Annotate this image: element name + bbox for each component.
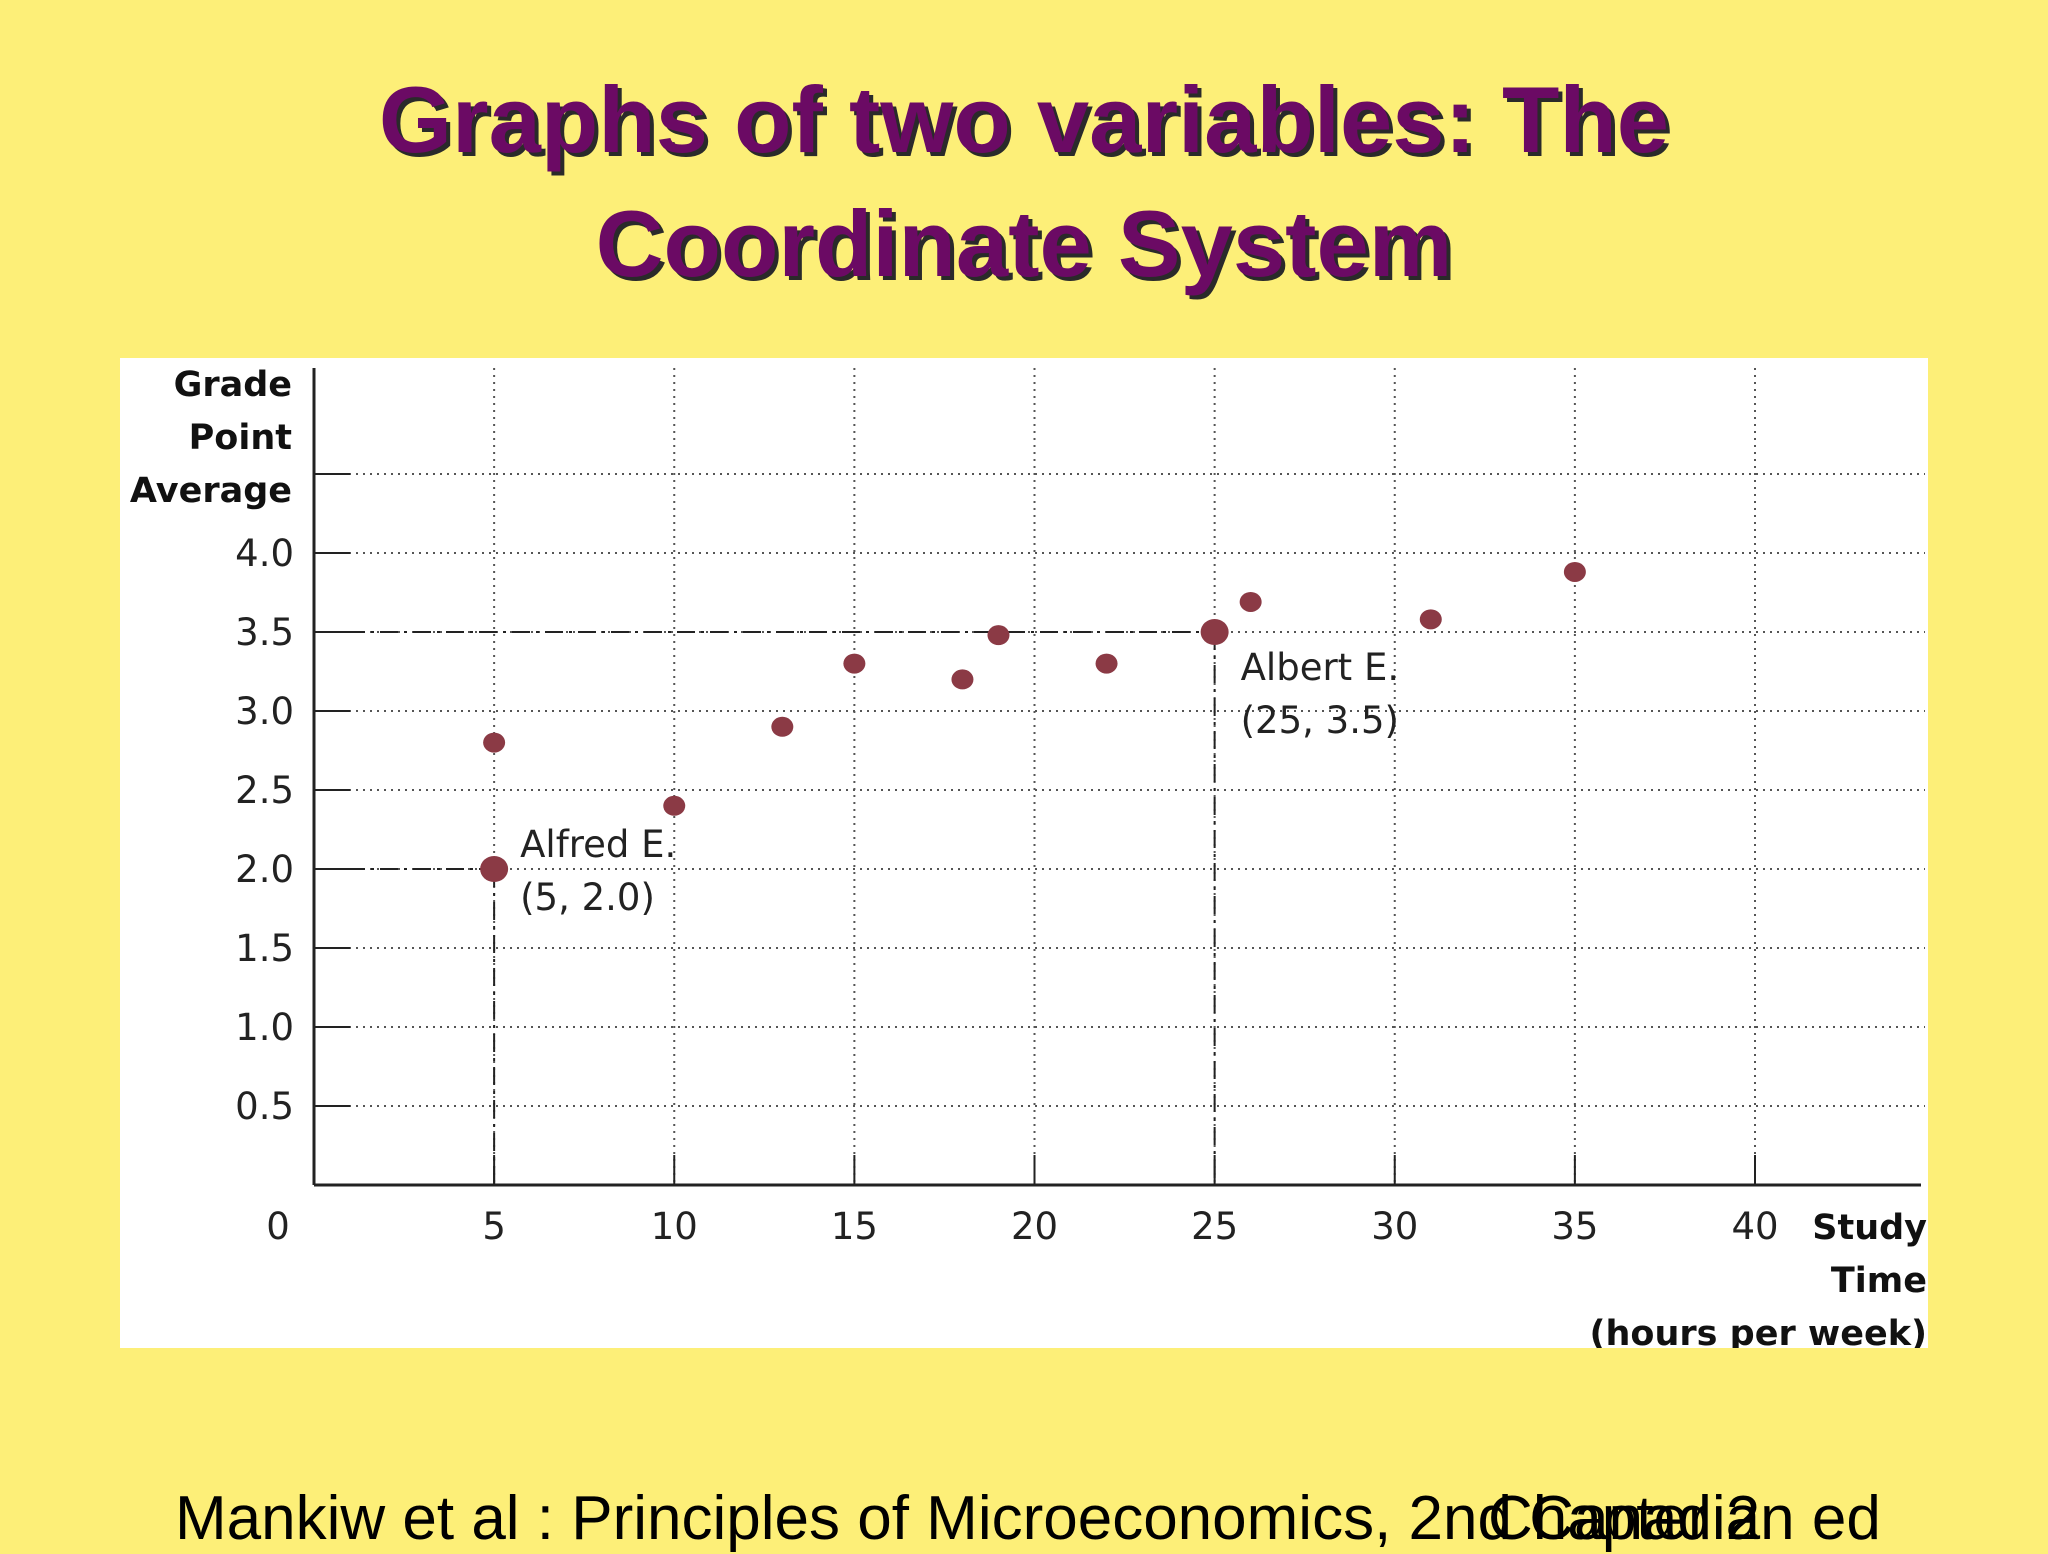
data-point — [1419, 609, 1442, 630]
x-tick-label: 5 — [482, 1205, 506, 1248]
data-point — [483, 732, 506, 753]
x-tick-label: 20 — [1011, 1205, 1058, 1248]
annotation-name: Albert E. — [1241, 646, 1399, 689]
grid-lines — [314, 368, 1925, 1185]
x-tick-label: 0 — [266, 1205, 290, 1248]
y-tick-label: 2.5 — [235, 769, 294, 812]
data-point — [1095, 653, 1118, 674]
chart-panel: 0.5 1.0 1.5 2.0 2.5 3.0 3.5 4.0 0 5 10 15 20 25 30 35 40… — [120, 358, 1928, 1348]
scatter-chart: 0.5 1.0 1.5 2.0 2.5 3.0 3.5 4.0 0 5 10 15 20 25 30 35 40… — [130, 365, 1927, 1348]
y-tick-label: 1.5 — [235, 927, 294, 970]
axes — [312, 368, 1921, 1187]
x-tick-label: 15 — [831, 1205, 878, 1248]
x-tick-label: 25 — [1191, 1205, 1238, 1248]
data-point — [987, 625, 1010, 646]
footer-chapter: Chapter 2 — [1488, 1484, 1761, 1553]
data-point — [1239, 591, 1262, 612]
x-axis-title-line: Time — [1831, 1261, 1927, 1301]
y-tick-label: 4.0 — [235, 532, 294, 575]
data-point — [663, 795, 686, 816]
x-tick-label: 30 — [1371, 1205, 1418, 1248]
x-axis-title-line: (hours per week) — [1590, 1314, 1927, 1348]
title-line-2: Coordinate System — [595, 191, 1453, 296]
y-axis-title-line: Grade — [174, 365, 292, 405]
annotation-name: Alfred E. — [520, 823, 676, 866]
x-axis-title-line: Study — [1812, 1208, 1927, 1248]
title-line-1: Graphs of two variables: The — [378, 67, 1670, 172]
highlight-point — [480, 856, 509, 882]
y-tick-label: 1.0 — [235, 1006, 294, 1049]
data-point — [951, 669, 974, 690]
annotations: Alfred E. (5, 2.0) Albert E. (25, 3.5) — [520, 646, 1399, 919]
x-tick-label: 35 — [1551, 1205, 1598, 1248]
y-tick-label: 3.0 — [235, 690, 294, 733]
annotation-coords: (5, 2.0) — [520, 876, 655, 919]
highlight-point — [1200, 619, 1229, 645]
axis-labels: 0.5 1.0 1.5 2.0 2.5 3.0 3.5 4.0 0 5 10 15 20 25 30 35 40… — [130, 365, 1927, 1348]
y-tick-label: 0.5 — [235, 1085, 294, 1128]
y-axis-title-line: Point — [189, 418, 292, 458]
y-axis-title-line: Average — [130, 471, 292, 511]
guide-lines — [314, 631, 1216, 1185]
data-points — [480, 561, 1586, 882]
data-point — [843, 653, 866, 674]
y-tick-label: 2.0 — [235, 848, 294, 891]
data-point — [1563, 561, 1586, 582]
annotation-coords: (25, 3.5) — [1241, 699, 1399, 742]
slide-title: Graphs of two variables: The Coordinate … — [200, 58, 1848, 306]
x-tick-label: 10 — [651, 1205, 698, 1248]
data-point — [771, 716, 794, 737]
x-tick-label: 40 — [1731, 1205, 1778, 1248]
y-tick-label: 3.5 — [235, 611, 294, 654]
